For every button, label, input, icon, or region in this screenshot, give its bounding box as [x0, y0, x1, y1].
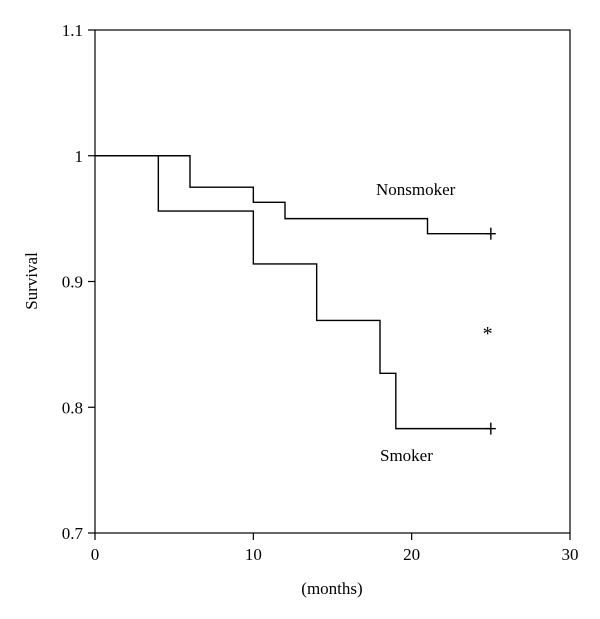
plot-frame	[94, 29, 571, 534]
y-tick-label: 1	[75, 147, 84, 166]
x-tick-label: 30	[562, 545, 579, 564]
series-lines	[95, 155, 496, 435]
series-labels: Nonsmoker Smoker	[376, 180, 456, 465]
x-tick-label: 0	[91, 545, 100, 564]
x-tick-label: 10	[245, 545, 262, 564]
series-label-smoker: Smoker	[380, 446, 433, 465]
x-tick-label: 20	[403, 545, 420, 564]
series-label-nonsmoker: Nonsmoker	[376, 180, 456, 199]
y-tick-label: 1.1	[62, 21, 83, 40]
x-axis-label: (months)	[301, 579, 362, 598]
x-axis-ticks: 0 10 20 30	[91, 533, 579, 564]
y-axis-ticks: 0.7 0.8 0.9 1 1.1	[62, 21, 95, 543]
series-line-nonsmoker	[95, 155, 491, 235]
series-line-smoker	[95, 155, 491, 430]
significance-asterisk: *	[483, 323, 493, 345]
y-axis-label: Survival	[22, 252, 41, 310]
y-tick-label: 0.9	[62, 273, 83, 292]
y-tick-label: 0.7	[62, 524, 84, 543]
annotations: *	[483, 323, 493, 345]
y-tick-label: 0.8	[62, 398, 83, 417]
